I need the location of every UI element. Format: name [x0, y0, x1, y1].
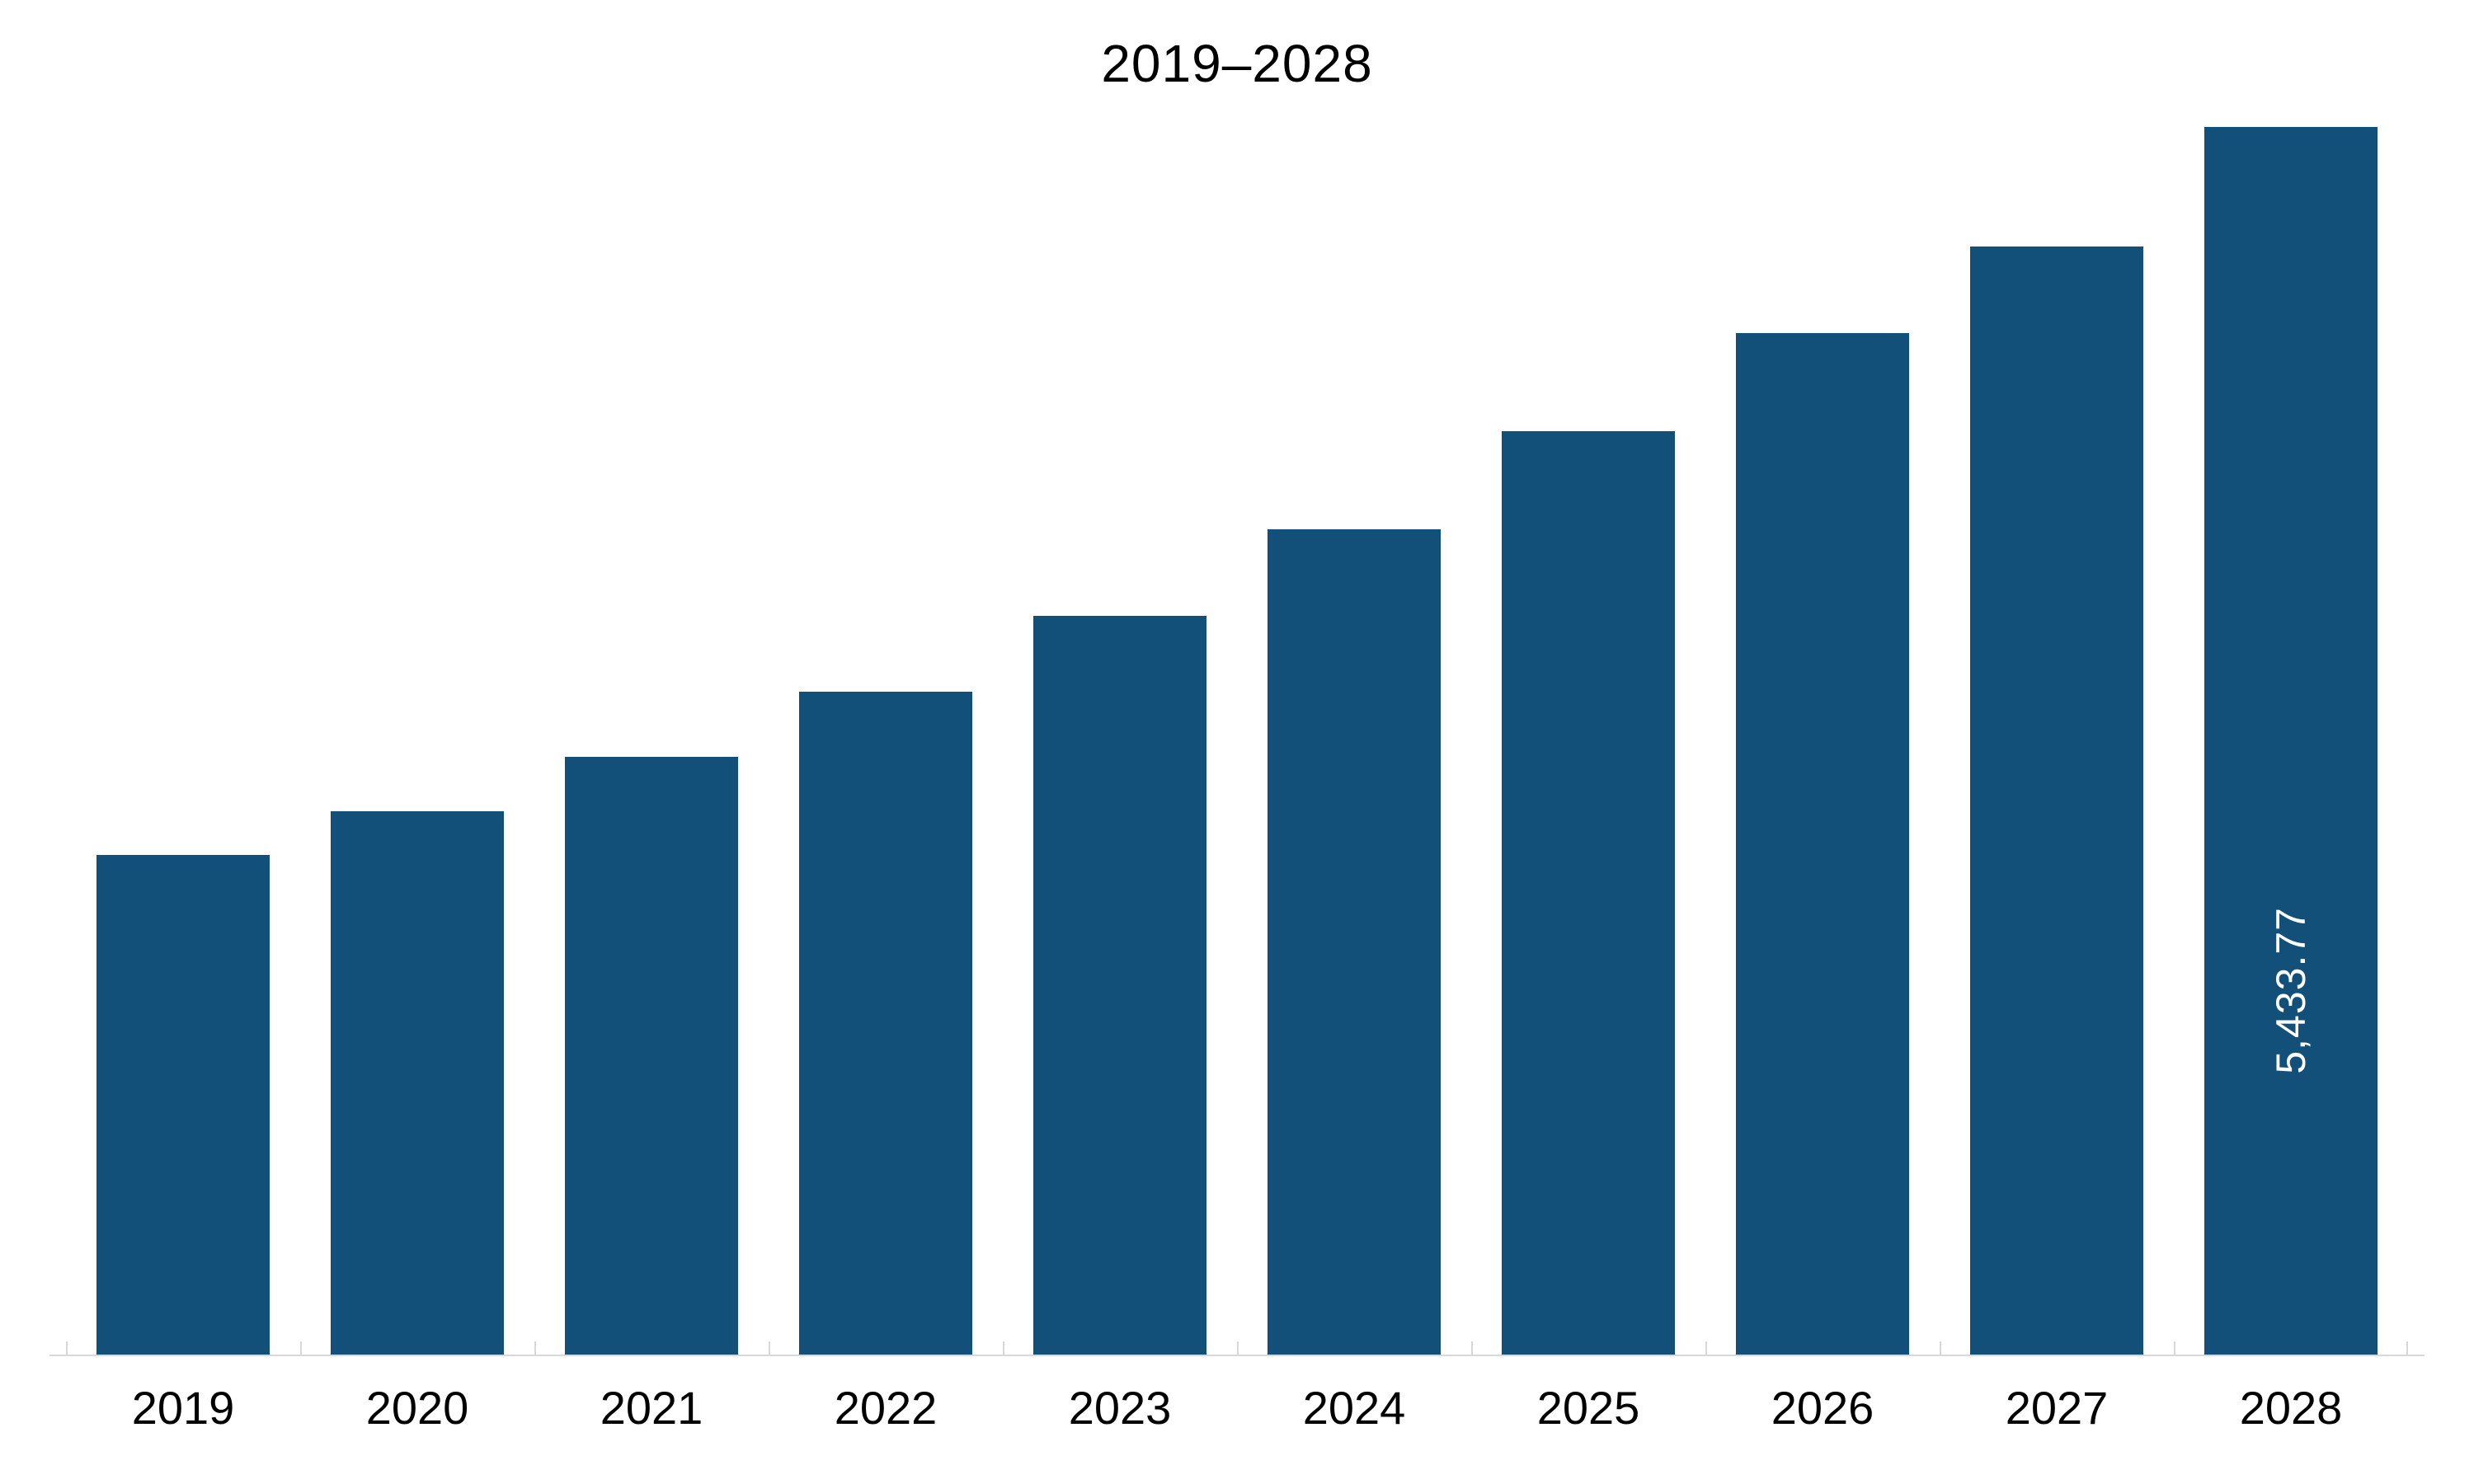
x-tick-group: 2020	[300, 1356, 534, 1435]
x-axis-label: 2021	[600, 1356, 703, 1435]
x-tick-line	[1237, 1341, 1239, 1356]
bar-group	[66, 127, 300, 1355]
bar	[1033, 616, 1206, 1355]
plot-area: 5,433.77	[49, 127, 2425, 1355]
bar-group	[1940, 127, 2174, 1355]
bar-value-label: 5,433.77	[2267, 907, 2315, 1074]
bar	[1736, 333, 1908, 1355]
bar-group	[1237, 127, 1471, 1355]
bar-group	[1471, 127, 1705, 1355]
x-tick-group: 2026	[1705, 1356, 1940, 1435]
x-tick-line	[534, 1341, 536, 1356]
x-axis-label: 2024	[1303, 1356, 1406, 1435]
x-tick-group: 2028	[2174, 1356, 2408, 1435]
x-tick-group: 2019	[66, 1356, 300, 1435]
x-tick-line	[1471, 1341, 1473, 1356]
bar	[565, 757, 737, 1355]
x-axis: 2019 2020 2021 2022 2023 2024 2025 2026 2027 2028	[49, 1355, 2425, 1435]
bar-group	[534, 127, 769, 1355]
x-axis-label: 2026	[1771, 1356, 1874, 1435]
x-tick-group: 2022	[769, 1356, 1003, 1435]
x-axis-label: 2019	[132, 1356, 235, 1435]
x-tick-line	[2174, 1341, 2175, 1356]
bar	[799, 692, 971, 1355]
bar-group	[300, 127, 534, 1355]
bar-group	[1705, 127, 1940, 1355]
x-tick-group: 2021	[534, 1356, 769, 1435]
x-tick-group: 2025	[1471, 1356, 1705, 1435]
bar-group	[769, 127, 1003, 1355]
x-axis-label: 2025	[1537, 1356, 1640, 1435]
x-tick-line	[300, 1341, 302, 1356]
x-axis-label: 2028	[2240, 1356, 2343, 1435]
bar-group	[1003, 127, 1237, 1355]
x-tick-line	[66, 1341, 68, 1356]
bar: 5,433.77	[2204, 127, 2377, 1355]
x-tick-group: 2027	[1940, 1356, 2174, 1435]
bar-group: 5,433.77	[2174, 127, 2408, 1355]
x-tick-line	[1705, 1341, 1707, 1356]
chart-title: 2019–2028	[1101, 33, 1372, 94]
bar	[331, 811, 503, 1355]
x-tick-group: 2024	[1237, 1356, 1471, 1435]
x-tick-group: 2023	[1003, 1356, 1237, 1435]
x-axis-label: 2022	[835, 1356, 938, 1435]
x-tick-line	[2406, 1341, 2408, 1356]
x-axis-label: 2027	[2006, 1356, 2109, 1435]
bar	[1268, 529, 1440, 1355]
chart-container: 5,433.77 2019 2020 2021 2022 2023 2024 2025 202…	[49, 127, 2425, 1435]
x-tick-line	[1940, 1341, 1941, 1356]
x-axis-label: 2023	[1069, 1356, 1172, 1435]
x-tick-line	[769, 1341, 770, 1356]
bar	[1970, 247, 2142, 1355]
x-axis-label: 2020	[366, 1356, 469, 1435]
x-tick-line	[1003, 1341, 1004, 1356]
bar	[96, 855, 269, 1355]
bar	[1502, 431, 1674, 1355]
